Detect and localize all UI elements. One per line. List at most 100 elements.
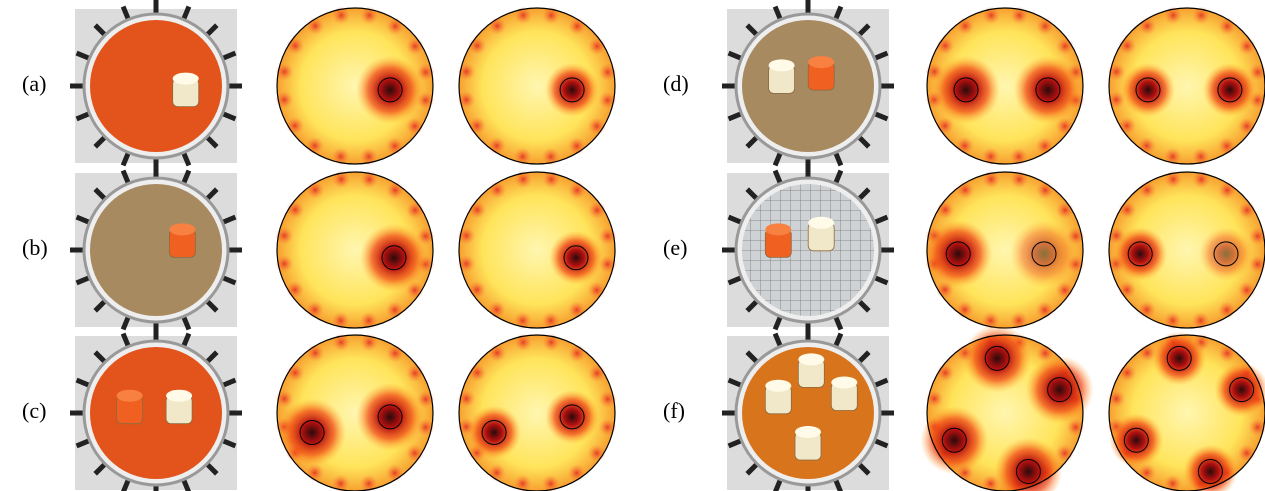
object-top bbox=[795, 426, 821, 438]
edge-spot bbox=[1118, 201, 1136, 219]
reconstruction bbox=[924, 170, 1084, 329]
blob bbox=[467, 406, 521, 460]
photo bbox=[722, 327, 894, 491]
object-top bbox=[765, 380, 791, 392]
edge-spot bbox=[936, 201, 954, 219]
edge-spot bbox=[568, 301, 586, 319]
reconstruction bbox=[457, 170, 616, 329]
object-top bbox=[808, 56, 834, 68]
edge-spot bbox=[286, 37, 304, 55]
panel-label: (f) bbox=[663, 398, 685, 423]
edge-spot bbox=[1056, 37, 1074, 55]
edge-spot bbox=[1056, 201, 1074, 219]
object-top bbox=[831, 377, 857, 389]
edge-spot bbox=[406, 201, 424, 219]
panel-label: (d) bbox=[663, 71, 689, 96]
edge-spot bbox=[468, 37, 486, 55]
edge-spot bbox=[386, 17, 404, 35]
edge-spot bbox=[568, 344, 586, 362]
blob bbox=[356, 56, 424, 124]
edge-spot bbox=[406, 444, 424, 462]
edge-spot bbox=[588, 117, 606, 135]
edge-spot bbox=[588, 37, 606, 55]
blob bbox=[1010, 220, 1078, 288]
medium bbox=[90, 184, 222, 316]
object-top bbox=[798, 353, 824, 365]
edge-spot bbox=[468, 364, 486, 382]
panel-label: (c) bbox=[22, 398, 46, 423]
blob bbox=[545, 63, 599, 117]
blob bbox=[932, 56, 1000, 124]
edge-spot bbox=[1238, 201, 1256, 219]
blob bbox=[1121, 63, 1175, 117]
reconstruction bbox=[457, 333, 616, 491]
edge-spot bbox=[568, 17, 586, 35]
blob bbox=[920, 406, 988, 474]
edge-spot bbox=[1138, 137, 1156, 155]
figure: (a)(b)(c)(d)(e)(f) bbox=[0, 0, 1265, 491]
panel-label: (b) bbox=[22, 235, 48, 260]
edge-spot bbox=[306, 181, 324, 199]
edge-spot bbox=[936, 364, 954, 382]
edge-spot bbox=[306, 137, 324, 155]
edge-spot bbox=[956, 301, 974, 319]
edge-spot bbox=[1118, 37, 1136, 55]
edge-spot bbox=[1036, 17, 1054, 35]
edge-spot bbox=[1036, 137, 1054, 155]
reconstruction bbox=[1107, 331, 1265, 491]
blob bbox=[1203, 63, 1257, 117]
edge-spot bbox=[468, 281, 486, 299]
object-top bbox=[169, 223, 195, 235]
reconstruction bbox=[1107, 170, 1265, 329]
edge-spot bbox=[286, 117, 304, 135]
edge-spot bbox=[286, 281, 304, 299]
blob bbox=[1109, 413, 1163, 467]
blob bbox=[924, 220, 992, 288]
edge-spot bbox=[956, 137, 974, 155]
reconstruction bbox=[275, 6, 434, 165]
reconstruction bbox=[457, 6, 616, 165]
edge-spot bbox=[306, 464, 324, 482]
edge-spot bbox=[568, 464, 586, 482]
blob bbox=[360, 224, 428, 292]
reconstruction bbox=[1107, 6, 1265, 165]
blob bbox=[1199, 227, 1253, 281]
photo bbox=[722, 164, 894, 336]
blob bbox=[1014, 56, 1082, 124]
edge-spot bbox=[1218, 301, 1236, 319]
blob bbox=[545, 390, 599, 444]
edge-spot bbox=[386, 464, 404, 482]
edge-spot bbox=[568, 181, 586, 199]
reconstruction bbox=[275, 170, 434, 329]
edge-spot bbox=[1238, 281, 1256, 299]
photo bbox=[722, 0, 894, 172]
blob bbox=[549, 231, 603, 285]
edge-spot bbox=[588, 364, 606, 382]
edge-spot bbox=[568, 137, 586, 155]
photo bbox=[70, 327, 242, 491]
reconstruction bbox=[275, 333, 434, 491]
edge-spot bbox=[1238, 37, 1256, 55]
blob bbox=[278, 399, 346, 467]
object-top bbox=[166, 390, 192, 402]
object-top bbox=[117, 390, 143, 402]
edge-spot bbox=[406, 364, 424, 382]
edge-spot bbox=[1036, 181, 1054, 199]
edge-spot bbox=[1218, 17, 1236, 35]
reconstruction bbox=[920, 324, 1093, 491]
edge-spot bbox=[936, 37, 954, 55]
edge-spot bbox=[1118, 281, 1136, 299]
edge-spot bbox=[488, 181, 506, 199]
edge-spot bbox=[956, 17, 974, 35]
edge-spot bbox=[286, 201, 304, 219]
edge-spot bbox=[306, 301, 324, 319]
photo bbox=[70, 164, 242, 336]
edge-spot bbox=[468, 201, 486, 219]
edge-spot bbox=[1138, 17, 1156, 35]
edge-spot bbox=[588, 444, 606, 462]
object-top bbox=[173, 73, 199, 85]
edge-spot bbox=[488, 301, 506, 319]
object-top bbox=[808, 217, 834, 229]
object-top bbox=[769, 59, 795, 71]
edge-spot bbox=[406, 117, 424, 135]
